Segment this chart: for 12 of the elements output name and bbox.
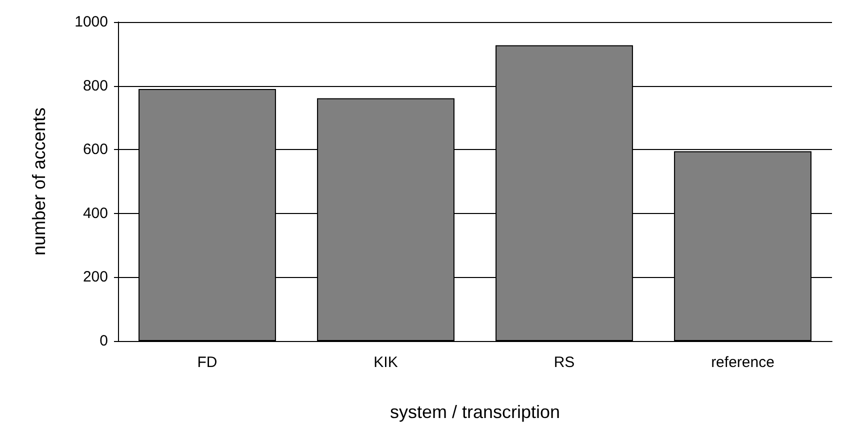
y-tick-label: 200 (82, 268, 108, 286)
y-axis-title: number of accents (29, 107, 49, 256)
x-tick-label: reference (711, 354, 774, 371)
x-axis-title: system / transcription (390, 402, 560, 422)
y-tick-label: 400 (82, 204, 108, 222)
y-tick-label: 600 (82, 141, 108, 158)
x-tick-label: KIK (374, 354, 398, 371)
y-tick-label: 1000 (74, 14, 108, 30)
x-tick-label: RS (554, 354, 575, 371)
y-tick-label: 800 (82, 77, 108, 94)
y-tick-label: 0 (100, 332, 108, 350)
x-tick-label: FD (197, 354, 218, 371)
